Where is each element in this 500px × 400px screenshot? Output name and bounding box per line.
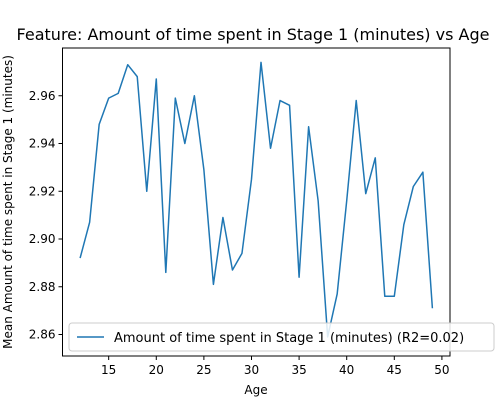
x-tick-label: 20	[149, 363, 164, 377]
x-axis-ticks: 15 20 25 30 35 40 45 50	[101, 356, 450, 377]
x-tick-label: 15	[101, 363, 116, 377]
series-line	[79, 61, 434, 338]
plot-frame	[62, 47, 451, 357]
chart-title: Feature: Amount of time spent in Stage 1…	[17, 25, 490, 44]
y-tick-label: 2.92	[29, 184, 56, 198]
y-tick-label: 2.90	[29, 232, 56, 246]
y-axis-ticks: 2.86 2.88 2.90 2.92 2.94 2.96	[29, 89, 63, 342]
y-tick-label: 2.96	[29, 89, 56, 103]
legend-box	[68, 322, 495, 352]
y-tick-label: 2.94	[29, 137, 56, 151]
series-layer	[79, 61, 434, 338]
plot-area	[62, 47, 451, 357]
x-tick-label: 45	[387, 363, 402, 377]
x-axis-label: Age	[244, 383, 267, 397]
x-tick-label: 40	[339, 363, 354, 377]
y-tick-label: 2.86	[29, 328, 56, 342]
x-tick-label: 50	[434, 363, 449, 377]
x-tick-label: 35	[291, 363, 306, 377]
x-tick-label: 25	[196, 363, 211, 377]
y-axis-label: Mean Amount of time spent in Stage 1 (mi…	[1, 55, 15, 349]
y-tick-label: 2.88	[29, 280, 56, 294]
x-tick-label: 30	[244, 363, 259, 377]
legend-label: Amount of time spent in Stage 1 (minutes…	[114, 331, 464, 346]
legend: Amount of time spent in Stage 1 (minutes…	[68, 322, 495, 352]
